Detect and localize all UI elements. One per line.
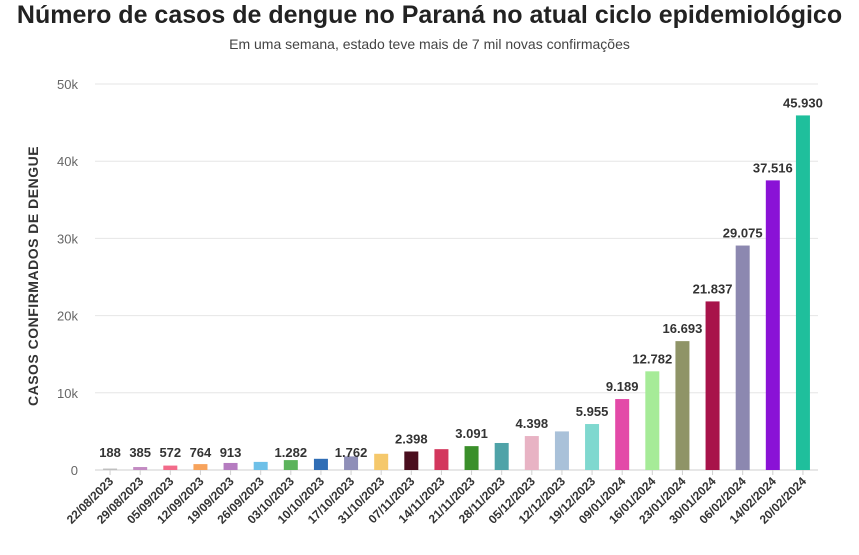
bar[interactable] — [223, 462, 238, 470]
data-label: 9.189 — [606, 379, 639, 394]
bar[interactable] — [404, 451, 419, 470]
data-label: 37.516 — [753, 160, 793, 175]
x-axis-ticks: 22/08/202329/08/202305/09/202312/09/2023… — [64, 470, 809, 527]
bar[interactable] — [524, 436, 539, 470]
y-tick-label: 40k — [57, 154, 78, 169]
bar[interactable] — [554, 431, 569, 470]
y-tick-label: 30k — [57, 231, 78, 246]
bar[interactable] — [133, 467, 148, 470]
bar[interactable] — [795, 115, 810, 470]
bar[interactable] — [193, 464, 208, 470]
bar[interactable] — [765, 180, 780, 471]
chart-subtitle: Em uma semana, estado teve mais de 7 mil… — [229, 36, 630, 52]
data-label: 188 — [99, 445, 121, 460]
data-label: 764 — [190, 445, 212, 460]
data-label: 29.075 — [723, 226, 763, 241]
data-label: 21.837 — [693, 281, 733, 296]
data-label: 913 — [220, 445, 242, 460]
bar[interactable] — [735, 245, 750, 470]
bar[interactable] — [313, 458, 328, 470]
data-label: 2.398 — [395, 431, 428, 446]
y-tick-label: 10k — [57, 386, 78, 401]
y-tick-label: 20k — [57, 309, 78, 324]
bar[interactable] — [705, 301, 720, 470]
data-label: 3.091 — [455, 426, 488, 441]
bar[interactable] — [163, 465, 178, 470]
bar[interactable] — [103, 468, 118, 470]
data-label: 572 — [159, 445, 181, 460]
data-label: 5.955 — [576, 404, 609, 419]
data-label: 4.398 — [516, 416, 549, 431]
y-tick-label: 50k — [57, 77, 78, 92]
bar[interactable] — [585, 424, 600, 470]
data-label: 385 — [129, 445, 151, 460]
data-label: 45.930 — [783, 95, 823, 110]
data-label: 16.693 — [663, 321, 703, 336]
bar[interactable] — [374, 453, 389, 470]
bar[interactable] — [253, 461, 268, 470]
y-axis-ticks: 0 10k 20k 30k 40k 50k — [57, 77, 78, 478]
data-label: 1.282 — [275, 445, 308, 460]
bar[interactable] — [675, 341, 690, 470]
bar[interactable] — [283, 460, 298, 470]
bar[interactable] — [344, 456, 359, 470]
bar[interactable] — [615, 399, 630, 470]
y-axis-label: CASOS CONFIRMADOS DE DENGUE — [25, 146, 41, 406]
bar[interactable] — [494, 442, 509, 470]
gridlines — [95, 83, 818, 471]
bar-series — [103, 115, 810, 471]
data-label: 1.762 — [335, 445, 368, 460]
data-label: 12.782 — [632, 351, 672, 366]
bar[interactable] — [464, 446, 479, 470]
y-tick-label: 0 — [71, 463, 78, 478]
bar[interactable] — [434, 449, 449, 470]
chart-title: Número de casos de dengue no Paraná no a… — [16, 1, 843, 29]
data-labels: 188 385 572 764 913 1.282 1.762 2.398 3.091 4.398… — [99, 95, 823, 460]
bar[interactable] — [645, 371, 660, 470]
